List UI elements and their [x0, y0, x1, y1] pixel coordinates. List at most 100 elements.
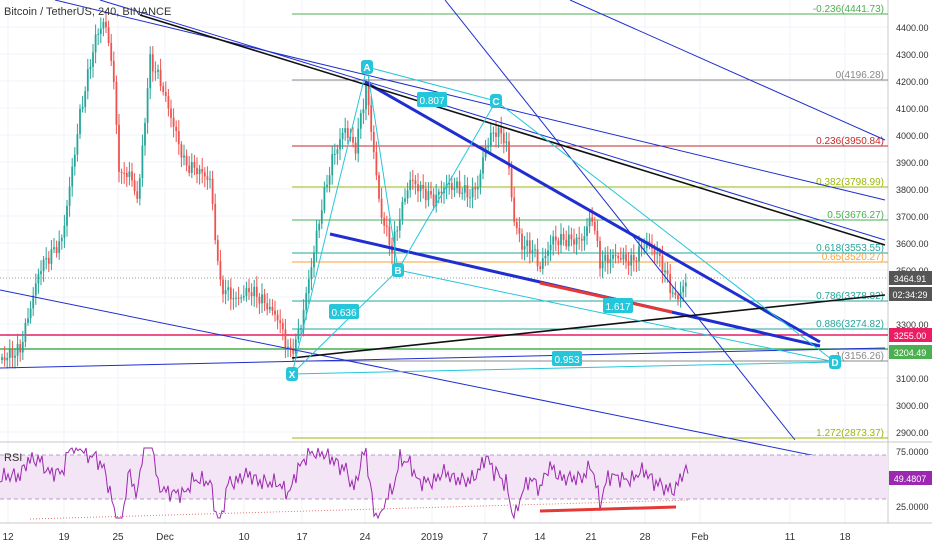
- candle-body: [131, 171, 133, 181]
- fib-level-label: 1.272(2873.37): [816, 428, 884, 439]
- fib-retracement[interactable]: -0.236(4441.73) 0(4196.28) 0.236(3950.84) 0…: [0, 4, 888, 439]
- candle-body: [86, 69, 89, 92]
- candle-body: [554, 236, 557, 241]
- pattern-leg-XA: [291, 66, 368, 375]
- candle-body: [180, 144, 183, 158]
- candle-body: [398, 219, 401, 231]
- candle-body: [601, 260, 604, 269]
- trend-line-lower-channel: [0, 289, 886, 471]
- candle-body: [437, 191, 440, 195]
- candle-body: [609, 258, 612, 264]
- candle-body: [547, 250, 549, 256]
- price-tick-label: 4300.00: [896, 50, 929, 60]
- time-tick-label: Feb: [691, 532, 709, 543]
- pattern-point-label: A: [363, 63, 370, 74]
- divergence-line-rsi: [539, 505, 677, 513]
- candle-body: [53, 247, 55, 250]
- candle-body: [531, 250, 534, 254]
- candle-body: [190, 162, 193, 173]
- candle-body: [367, 86, 370, 106]
- fib-level-label: -0.236(4441.73): [813, 4, 884, 15]
- fib-level-label: 0.65(3520.27): [822, 252, 884, 263]
- candle-body: [333, 153, 336, 155]
- trend-lines[interactable]: [0, 0, 886, 471]
- pattern-leg-AB: [366, 66, 399, 271]
- candle-body: [401, 201, 404, 220]
- candle-body: [575, 237, 578, 245]
- pattern-ratio-label: 0.807: [419, 96, 444, 107]
- candle-body: [523, 246, 526, 250]
- candle-body: [349, 137, 352, 139]
- time-tick-label: 19: [58, 532, 70, 543]
- candle-body: [45, 257, 48, 260]
- trend-line-upper-2: [99, 0, 886, 241]
- candle-body: [505, 141, 508, 144]
- candle-body: [229, 287, 232, 300]
- candle-body: [16, 344, 19, 356]
- candle-body: [170, 108, 172, 118]
- harmonic-pattern[interactable]: X A B C D 0.807 0.636 1.617 0.953: [286, 60, 841, 381]
- price-badge-label: 3255.00: [894, 331, 927, 341]
- candle-body: [162, 86, 165, 93]
- candle-body: [63, 225, 66, 238]
- candle-body: [489, 132, 492, 147]
- candle-body: [466, 185, 469, 198]
- candle-body: [102, 21, 105, 29]
- candle-body: [118, 124, 120, 172]
- candle-body: [216, 240, 219, 262]
- candle-body: [8, 349, 11, 358]
- time-tick-label: 28: [639, 532, 651, 543]
- candle-body: [107, 27, 110, 43]
- candle-body: [539, 266, 542, 269]
- candlesticks: [1, 11, 687, 369]
- candle-body: [450, 183, 453, 190]
- candle-body: [185, 155, 188, 166]
- rsi-tick-label: 75.0000: [896, 447, 929, 457]
- candle-body: [120, 171, 123, 173]
- candle-body: [560, 234, 562, 246]
- rsi-pane: 75.0000 25.0000 49.4807: [0, 446, 932, 520]
- chart-title: Bitcoin / TetherUS, 240, BINANCE: [4, 6, 172, 18]
- candle-body: [552, 236, 555, 245]
- fib-level-label: 0.382(3798.99): [816, 177, 884, 188]
- candle-body: [307, 279, 310, 294]
- rsi-label: RSI: [4, 452, 23, 464]
- time-tick-label: 7: [482, 532, 488, 543]
- candle-body: [245, 288, 248, 297]
- candle-body: [175, 126, 178, 132]
- candle-body: [14, 355, 16, 358]
- candle-body: [635, 260, 638, 262]
- candle-body: [435, 194, 438, 206]
- candle-body: [565, 239, 568, 247]
- rsi-line: [0, 446, 689, 520]
- price-tick-label: 3100.00: [896, 374, 929, 384]
- candle-body: [99, 28, 102, 34]
- candle-body: [92, 52, 94, 67]
- candle-body: [365, 86, 367, 110]
- candle-body: [105, 21, 107, 28]
- candle-body: [21, 341, 24, 353]
- rsi-value-badge: [889, 471, 932, 485]
- candle-body: [630, 255, 633, 266]
- candle-body: [154, 71, 157, 73]
- pattern-ratio-badge: [417, 92, 447, 107]
- pattern-point-label: C: [492, 97, 499, 108]
- price-axis[interactable]: 4400.00 4300.00 4200.00 4100.00 4000.00 3900.…: [889, 23, 932, 438]
- time-axis[interactable]: 12 19 25 Dec 10 17 24 2019 7 14 21 28 Feb 11 18: [2, 532, 851, 543]
- pattern-ratio-label: 1.617: [605, 302, 630, 313]
- time-tick-label: 17: [296, 532, 308, 543]
- candle-body: [463, 185, 466, 193]
- candle-body: [536, 249, 539, 267]
- candle-body: [232, 298, 235, 300]
- candle-body: [664, 270, 666, 273]
- candle-body: [29, 308, 32, 319]
- pattern-point-label: B: [394, 266, 401, 277]
- candle-body: [497, 127, 500, 137]
- pattern-point-badge: [286, 367, 298, 381]
- candle-body: [276, 314, 279, 321]
- candle-body: [76, 134, 79, 155]
- fib-level-label: 0.236(3950.84): [816, 136, 884, 147]
- candle-body: [1, 357, 3, 360]
